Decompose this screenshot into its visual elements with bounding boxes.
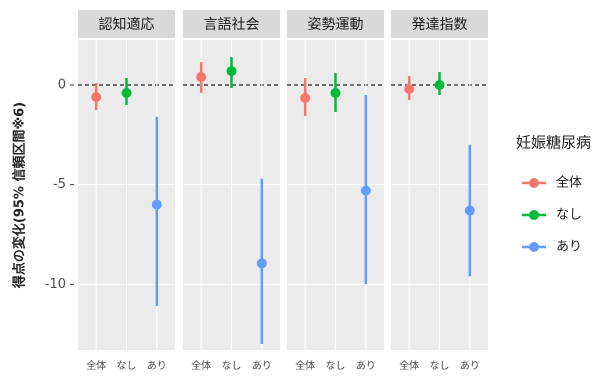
y-tick-label: -10 [45,277,66,292]
strip [183,10,280,38]
x-tick-label: 全体 [399,359,419,372]
legend-label: なし [556,208,582,223]
facet-title: 言語社会 [204,17,260,33]
legend-label: 全体 [556,175,582,191]
x-tick-label: 全体 [295,359,315,372]
point [256,258,267,269]
legend-point [529,178,539,188]
x-tick-label: あり [356,360,376,372]
facet-title: 発達指数 [412,17,468,33]
y-axis-label: 得点の変化(95% 信頼区間※6) [12,102,28,289]
y-tick-label: -5 [53,177,66,192]
x-tick-label: なし [117,360,137,372]
y-tick-label: 0 [58,78,66,93]
strip [78,10,175,38]
point [91,91,102,102]
strip [391,10,488,38]
point [464,205,475,216]
x-tick-label: あり [460,360,480,372]
x-tick-label: あり [252,360,272,372]
x-tick-label: なし [430,360,450,372]
point [330,87,341,98]
point [151,199,162,210]
facet-title: 認知適応 [99,16,155,33]
point [404,84,415,95]
x-tick-label: 全体 [191,359,211,372]
legend-point [529,210,539,220]
point [226,66,237,77]
point [360,185,371,196]
point [434,80,445,91]
point [300,92,311,103]
point [121,87,132,98]
x-tick-label: なし [326,360,346,372]
point [196,72,207,83]
x-tick-label: あり [147,360,167,372]
legend-point [529,242,539,252]
facet-title: 姿勢運動 [308,17,364,33]
x-tick-label: 全体 [86,359,106,372]
x-tick-label: なし [222,360,242,372]
legend-title: 妊娠糖尿病 [516,134,591,152]
strip [287,10,384,38]
legend-label: あり [556,240,582,255]
